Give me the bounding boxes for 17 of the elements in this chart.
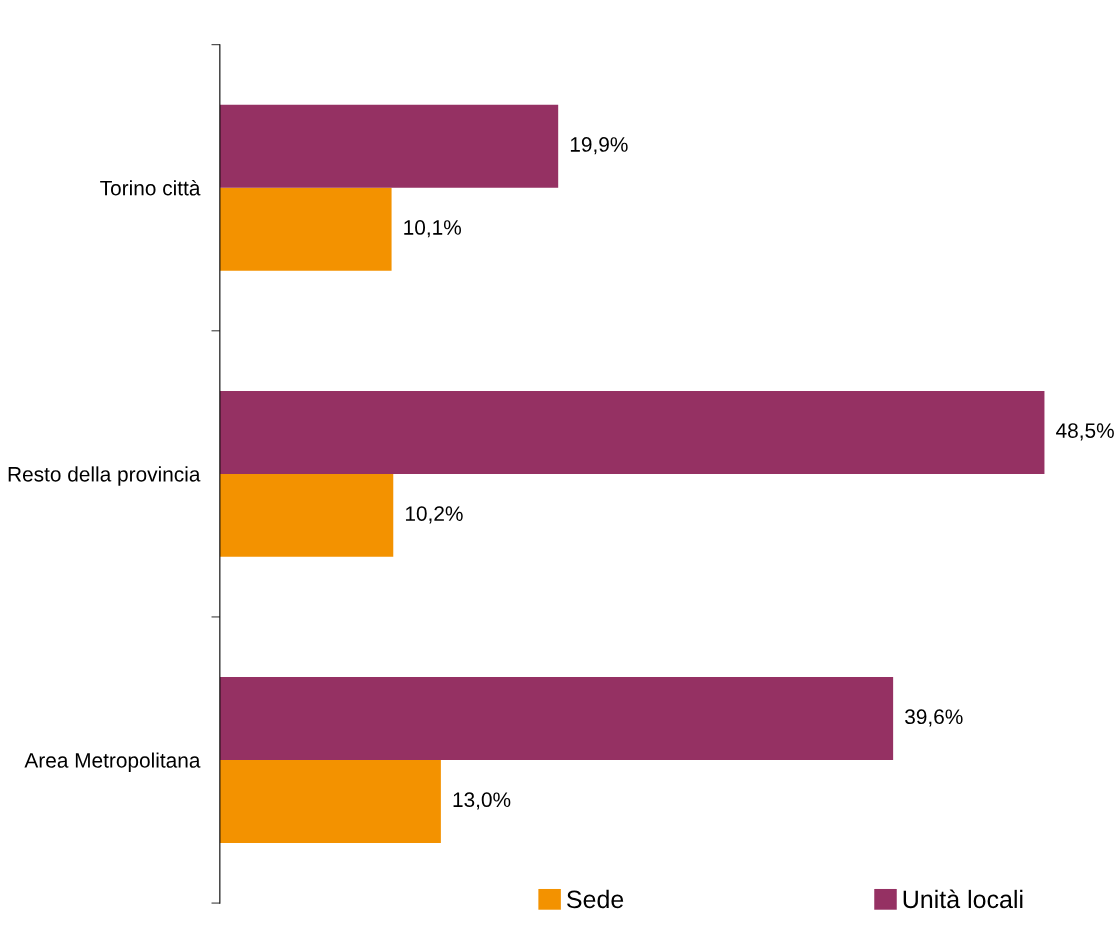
y-tick-label: Torino città <box>100 179 201 196</box>
legend-label: Sede <box>567 889 624 909</box>
data-label: 13,0% <box>453 792 511 810</box>
bar <box>219 104 559 188</box>
legend-label: Unità locali <box>903 889 1023 909</box>
data-label: 48,5% <box>1056 423 1114 441</box>
bar <box>219 760 441 843</box>
bar <box>219 187 392 271</box>
bar <box>219 473 394 557</box>
data-label: 10,1% <box>404 220 462 238</box>
y-tick-label: Resto della provincia <box>8 466 201 486</box>
data-label: 10,2% <box>405 506 463 524</box>
data-label: 19,9% <box>570 137 628 155</box>
bar <box>219 390 1045 474</box>
bar <box>219 677 894 761</box>
y-tick-label: Area Metropolitana <box>24 752 201 772</box>
data-label: 39,6% <box>905 709 963 727</box>
